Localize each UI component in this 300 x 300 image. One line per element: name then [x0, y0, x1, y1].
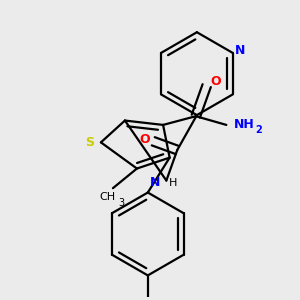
Text: O: O	[139, 133, 150, 146]
Text: O: O	[210, 75, 221, 88]
Text: N: N	[150, 176, 161, 189]
Text: S: S	[85, 136, 94, 149]
Text: H: H	[169, 178, 177, 188]
Text: CH: CH	[99, 192, 116, 202]
Text: NH: NH	[233, 118, 254, 131]
Text: 2: 2	[256, 125, 262, 135]
Text: N: N	[235, 44, 246, 57]
Text: 3: 3	[118, 198, 125, 208]
